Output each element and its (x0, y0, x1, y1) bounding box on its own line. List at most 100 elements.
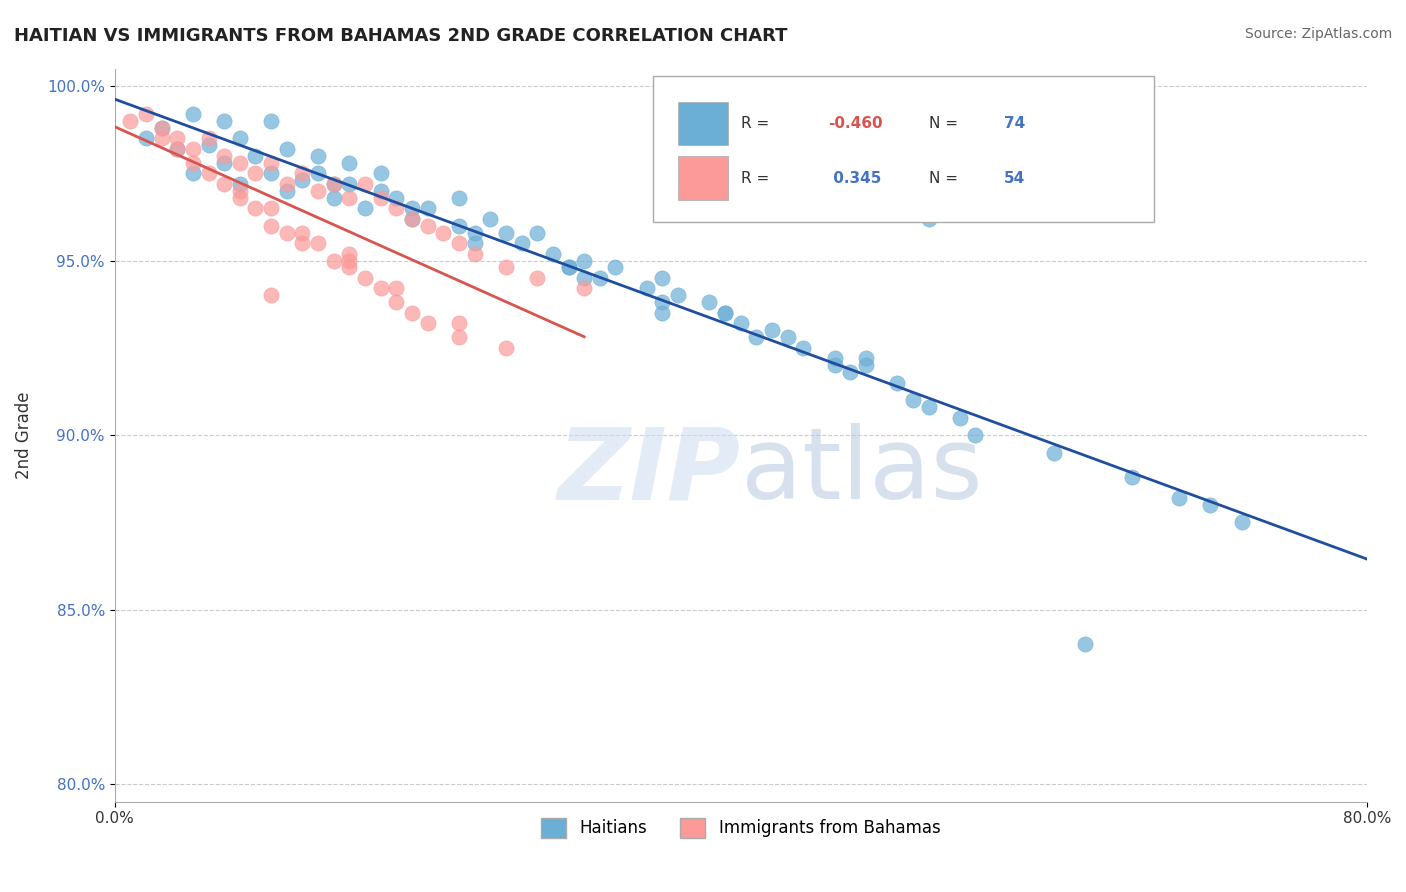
Point (260, 288, 283, 302)
Point (447, 219, 470, 233)
Point (260, 114, 283, 128)
Point (322, 253, 344, 268)
Point (824, 351, 846, 366)
Point (479, 211, 502, 226)
Point (589, 271, 612, 285)
Y-axis label: 2nd Grade: 2nd Grade (15, 392, 32, 479)
Point (385, 191, 408, 205)
Point (354, 177, 377, 191)
Point (339, 260, 361, 275)
Bar (678, 102, 728, 145)
Text: ZIP: ZIP (558, 423, 741, 520)
Point (792, 341, 814, 355)
Point (636, 281, 658, 295)
Point (276, 226, 298, 240)
Point (666, 288, 689, 302)
Point (401, 201, 423, 215)
Point (339, 253, 361, 268)
Point (229, 155, 252, 169)
Point (557, 260, 579, 275)
Point (651, 306, 673, 320)
Point (416, 201, 439, 215)
Point (510, 235, 533, 250)
Point (495, 341, 517, 355)
Text: 54: 54 (1004, 171, 1025, 186)
Point (181, 142, 204, 156)
Point (965, 428, 987, 442)
Text: atlas: atlas (741, 423, 983, 520)
Point (447, 316, 470, 330)
Point (291, 235, 314, 250)
Point (761, 323, 783, 337)
Point (526, 271, 548, 285)
Point (416, 316, 439, 330)
Point (1121, 470, 1143, 484)
Point (181, 107, 204, 121)
Point (166, 131, 188, 145)
Point (432, 226, 454, 240)
Point (212, 177, 235, 191)
Point (135, 131, 157, 145)
Point (135, 107, 157, 121)
Text: -0.460: -0.460 (828, 116, 883, 131)
Point (150, 120, 173, 135)
Point (212, 155, 235, 169)
Point (322, 177, 344, 191)
Point (245, 201, 267, 215)
Point (714, 306, 737, 320)
Point (949, 410, 972, 425)
Bar (678, 156, 728, 201)
Point (166, 142, 188, 156)
Point (307, 166, 329, 180)
Point (370, 166, 392, 180)
Point (401, 211, 423, 226)
Point (730, 316, 752, 330)
Point (229, 191, 252, 205)
Point (339, 155, 361, 169)
Point (229, 131, 252, 145)
Point (370, 191, 392, 205)
Point (339, 191, 361, 205)
Text: N =: N = (928, 116, 963, 131)
Point (385, 201, 408, 215)
Text: R =: R = (741, 116, 773, 131)
Point (699, 295, 721, 310)
Text: Source: ZipAtlas.com: Source: ZipAtlas.com (1244, 27, 1392, 41)
Point (307, 235, 329, 250)
Point (322, 177, 344, 191)
Point (291, 226, 314, 240)
Point (651, 295, 673, 310)
Point (120, 114, 142, 128)
Point (917, 400, 939, 414)
Point (824, 358, 846, 372)
Point (245, 149, 267, 163)
Point (605, 260, 627, 275)
Point (276, 184, 298, 198)
FancyBboxPatch shape (652, 76, 1154, 222)
Point (495, 260, 517, 275)
Point (229, 184, 252, 198)
Text: N =: N = (928, 171, 963, 186)
Text: HAITIAN VS IMMIGRANTS FROM BAHAMAS 2ND GRADE CORRELATION CHART: HAITIAN VS IMMIGRANTS FROM BAHAMAS 2ND G… (14, 27, 787, 45)
Point (245, 166, 267, 180)
Point (197, 138, 219, 153)
Point (291, 173, 314, 187)
Point (260, 166, 283, 180)
Point (1230, 516, 1253, 530)
Point (339, 177, 361, 191)
Point (212, 149, 235, 163)
Point (181, 155, 204, 169)
Point (464, 246, 486, 260)
Point (1199, 498, 1222, 512)
Point (1042, 445, 1064, 459)
Point (307, 149, 329, 163)
Point (212, 114, 235, 128)
Point (276, 142, 298, 156)
Point (260, 201, 283, 215)
Point (370, 281, 392, 295)
Point (1168, 491, 1191, 505)
Text: 74: 74 (1004, 116, 1025, 131)
Text: 0.345: 0.345 (828, 171, 882, 186)
Point (260, 219, 283, 233)
Point (495, 226, 517, 240)
